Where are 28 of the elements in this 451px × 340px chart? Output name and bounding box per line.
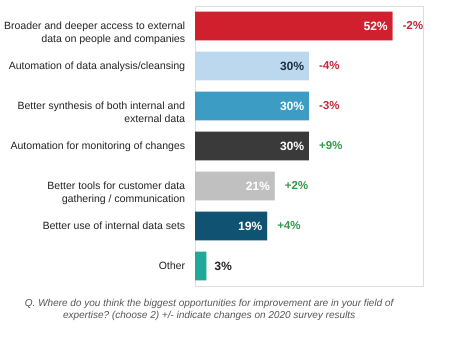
bar: [195, 92, 309, 120]
y-tick-label: Better synthesis of both internal and external data: [17, 100, 186, 125]
y-tick-label: Better tools for customer data gathering / communication: [47, 180, 186, 205]
data-label: 19%: [238, 219, 263, 233]
annotation: +2%: [284, 180, 308, 192]
bar: [195, 172, 275, 200]
annotation: -2%: [402, 20, 424, 32]
y-tick-label: Broader and deeper access to external data on people and companies: [4, 20, 185, 45]
y-tick-label: Better use of internal data sets: [42, 220, 185, 232]
bar: [195, 12, 393, 40]
y-tick-label: Other: [158, 260, 186, 272]
data-label: 30%: [280, 99, 304, 113]
data-label: 52%: [364, 19, 388, 33]
bar: [195, 52, 309, 80]
annotation: +4%: [277, 220, 301, 232]
data-label: 30%: [280, 59, 304, 73]
data-label: 30%: [280, 139, 304, 153]
y-tick-label: Automation of data analysis/cleansing: [8, 60, 186, 72]
bar: [195, 252, 206, 280]
data-label: 21%: [246, 179, 270, 193]
data-label: 3%: [214, 259, 232, 273]
text: Q. Where do you think the biggest opportunities for improvement are in your field of expertise? (choose 2) +/- indicate changes on 2020 survey results: [24, 298, 394, 321]
bar: [195, 132, 309, 160]
annotation: +9%: [319, 140, 342, 152]
bar: [195, 212, 268, 240]
annotation: -4%: [319, 60, 340, 72]
y-tick-label: Automation for monitoring of changes: [10, 140, 185, 152]
annotation: -3%: [319, 100, 340, 112]
